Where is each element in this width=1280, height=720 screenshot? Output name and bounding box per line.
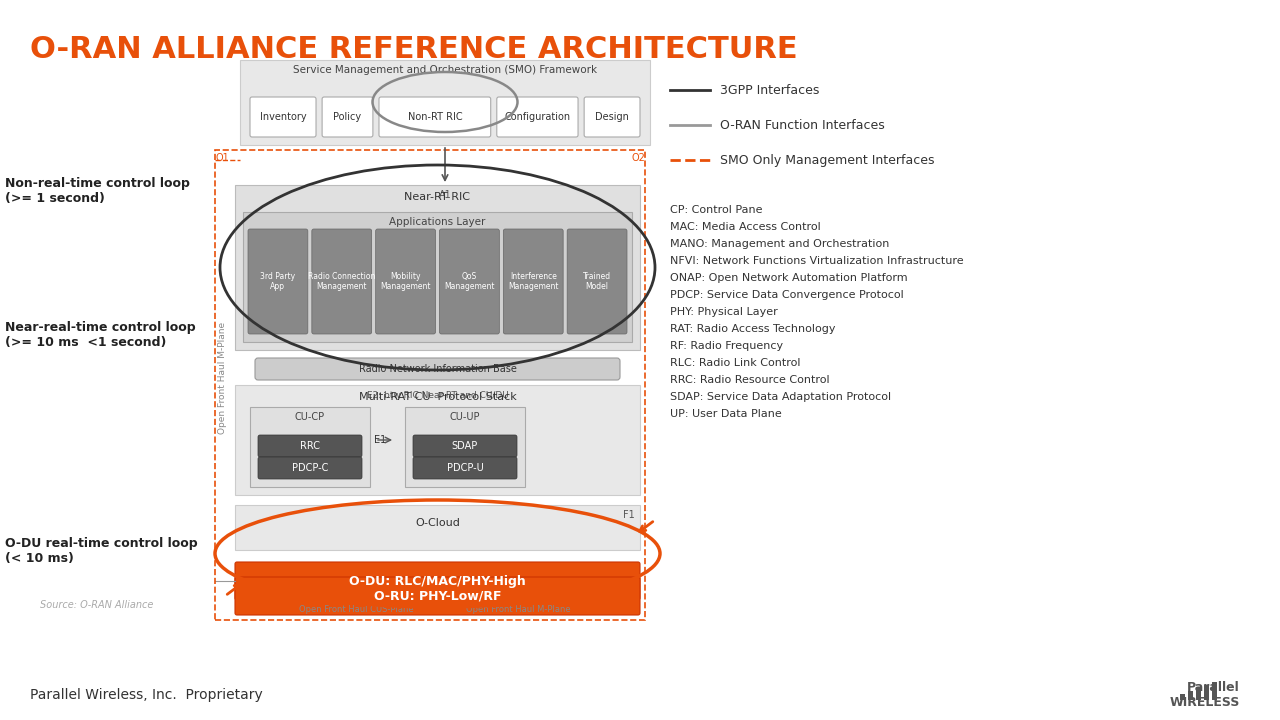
FancyBboxPatch shape	[379, 97, 490, 137]
FancyBboxPatch shape	[323, 97, 372, 137]
Text: O1: O1	[215, 153, 229, 163]
Text: O-Cloud: O-Cloud	[415, 518, 460, 528]
Text: RF: Radio Frequency: RF: Radio Frequency	[669, 341, 783, 351]
Text: MANO: Management and Orchestration: MANO: Management and Orchestration	[669, 239, 890, 249]
Text: UP: User Data Plane: UP: User Data Plane	[669, 409, 782, 419]
FancyBboxPatch shape	[250, 97, 316, 137]
Text: MAC: Media Access Control: MAC: Media Access Control	[669, 222, 820, 232]
FancyBboxPatch shape	[413, 435, 517, 457]
Text: RRC: Radio Resource Control: RRC: Radio Resource Control	[669, 375, 829, 385]
Bar	[1204, 685, 1210, 700]
FancyBboxPatch shape	[413, 457, 517, 479]
Text: PDCP-C: PDCP-C	[292, 463, 328, 473]
Text: O-DU: RLC/MAC/PHY-High: O-DU: RLC/MAC/PHY-High	[349, 575, 526, 588]
Text: O-RU: PHY-Low/RF: O-RU: PHY-Low/RF	[374, 590, 502, 603]
Bar	[236, 385, 640, 495]
FancyBboxPatch shape	[255, 358, 620, 380]
Text: E2: btw RIC Near-RT and CU/DU: E2: btw RIC Near-RT and CU/DU	[366, 390, 508, 399]
FancyBboxPatch shape	[259, 435, 362, 457]
Text: Radio Connection
Management: Radio Connection Management	[308, 272, 375, 291]
FancyBboxPatch shape	[503, 229, 563, 334]
FancyBboxPatch shape	[497, 97, 579, 137]
Text: F1: F1	[623, 510, 635, 520]
Text: RAT: Radio Access Technology: RAT: Radio Access Technology	[669, 324, 836, 334]
Bar	[236, 185, 640, 350]
Text: Non-RT RIC: Non-RT RIC	[407, 112, 462, 122]
Text: O-RAN Function Interfaces: O-RAN Function Interfaces	[719, 119, 884, 132]
Bar	[243, 212, 632, 342]
FancyBboxPatch shape	[567, 229, 627, 334]
Text: CU-UP: CU-UP	[449, 412, 480, 422]
FancyBboxPatch shape	[248, 229, 307, 334]
Text: NFVI: Network Functions Virtualization Infrastructure: NFVI: Network Functions Virtualization I…	[669, 256, 964, 266]
FancyBboxPatch shape	[236, 577, 640, 615]
Text: Source: O-RAN Alliance: Source: O-RAN Alliance	[40, 600, 154, 610]
Text: Applications Layer: Applications Layer	[389, 217, 485, 227]
Text: Near-real-time control loop
(>= 10 ms  <1 second): Near-real-time control loop (>= 10 ms <1…	[5, 321, 196, 348]
Text: Mobility
Management: Mobility Management	[380, 272, 431, 291]
Text: CP: Control Pane: CP: Control Pane	[669, 205, 763, 215]
Bar	[1212, 682, 1217, 700]
Text: O2: O2	[631, 153, 645, 163]
Text: Policy: Policy	[333, 112, 361, 122]
Text: PDCP-U: PDCP-U	[447, 463, 484, 473]
Bar	[1188, 691, 1193, 700]
Bar	[215, 150, 645, 620]
Text: Interference
Management: Interference Management	[508, 272, 558, 291]
Text: SMO Only Management Interfaces: SMO Only Management Interfaces	[719, 153, 934, 166]
FancyBboxPatch shape	[236, 562, 640, 600]
Bar	[404, 407, 525, 487]
Text: Open Front Haul CUS-Plane: Open Front Haul CUS-Plane	[300, 605, 413, 614]
Text: SDAP: SDAP	[452, 441, 479, 451]
FancyBboxPatch shape	[584, 97, 640, 137]
Text: Service Management and Orchestration (SMO) Framework: Service Management and Orchestration (SM…	[293, 65, 596, 75]
Text: CU-CP: CU-CP	[294, 412, 325, 422]
FancyBboxPatch shape	[259, 457, 362, 479]
Bar	[1180, 694, 1185, 700]
Text: O-RAN ALLIANCE REFERENCE ARCHITECTURE: O-RAN ALLIANCE REFERENCE ARCHITECTURE	[29, 35, 797, 64]
Text: Inventory: Inventory	[260, 112, 306, 122]
Text: E1: E1	[374, 435, 387, 445]
Bar	[1196, 688, 1201, 700]
FancyBboxPatch shape	[375, 229, 435, 334]
Bar	[250, 407, 370, 487]
Text: Trained
Model: Trained Model	[582, 272, 611, 291]
Text: Near-RT RIC: Near-RT RIC	[404, 192, 471, 202]
Text: 3rd Party
App: 3rd Party App	[260, 272, 296, 291]
FancyBboxPatch shape	[439, 229, 499, 334]
Text: RRC: RRC	[300, 441, 320, 451]
Bar	[241, 60, 650, 145]
Text: QoS
Management: QoS Management	[444, 272, 494, 291]
Text: A1: A1	[439, 190, 452, 200]
Text: Open Front Haul M-Plane: Open Front Haul M-Plane	[466, 605, 571, 614]
Text: Design: Design	[595, 112, 628, 122]
FancyBboxPatch shape	[312, 229, 371, 334]
Text: O-DU real-time control loop
(< 10 ms): O-DU real-time control loop (< 10 ms)	[5, 537, 197, 564]
Text: PHY: Physical Layer: PHY: Physical Layer	[669, 307, 778, 317]
Text: Multi-RAT CU  Protocol Stack: Multi-RAT CU Protocol Stack	[358, 392, 516, 402]
Text: 3GPP Interfaces: 3GPP Interfaces	[719, 84, 819, 96]
Text: Configuration: Configuration	[504, 112, 571, 122]
Bar	[236, 505, 640, 550]
Text: Radio Network Information Base: Radio Network Information Base	[358, 364, 516, 374]
Text: Open Front Haul M-Plane: Open Front Haul M-Plane	[218, 321, 227, 433]
Text: PDCP: Service Data Convergence Protocol: PDCP: Service Data Convergence Protocol	[669, 290, 904, 300]
Text: ONAP: Open Network Automation Platform: ONAP: Open Network Automation Platform	[669, 273, 908, 283]
Text: RLC: Radio Link Control: RLC: Radio Link Control	[669, 358, 800, 368]
Text: SDAP: Service Data Adaptation Protocol: SDAP: Service Data Adaptation Protocol	[669, 392, 891, 402]
Text: Parallel Wireless, Inc.  Proprietary: Parallel Wireless, Inc. Proprietary	[29, 688, 262, 702]
Text: Non-real-time control loop
(>= 1 second): Non-real-time control loop (>= 1 second)	[5, 177, 189, 204]
Text: Parallel
WIRELESS: Parallel WIRELESS	[1170, 681, 1240, 709]
